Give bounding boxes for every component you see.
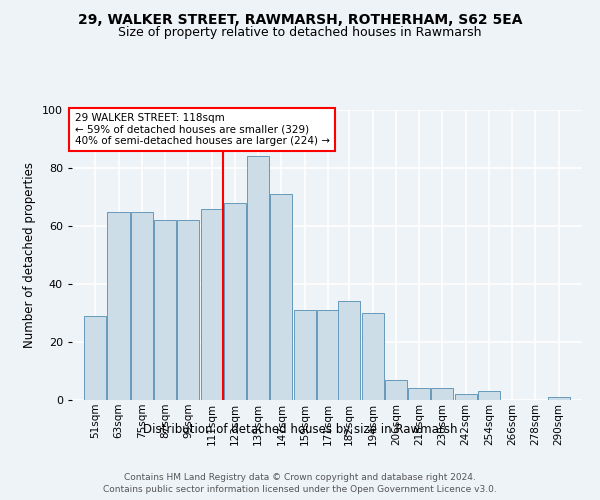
Text: 29 WALKER STREET: 118sqm
← 59% of detached houses are smaller (329)
40% of semi-: 29 WALKER STREET: 118sqm ← 59% of detach… (74, 113, 329, 146)
Bar (154, 220, 176, 400)
Bar (271, 194, 292, 400)
Bar (177, 220, 199, 400)
Bar (408, 388, 430, 400)
Bar (338, 302, 361, 400)
Bar (247, 156, 269, 400)
Bar (548, 397, 570, 400)
Text: Size of property relative to detached houses in Rawmarsh: Size of property relative to detached ho… (118, 26, 482, 39)
Bar (107, 212, 130, 400)
Bar (293, 310, 316, 400)
Bar (385, 380, 407, 400)
Text: Distribution of detached houses by size in Rawmarsh: Distribution of detached houses by size … (143, 422, 457, 436)
Bar (362, 313, 383, 400)
Bar (431, 388, 454, 400)
Bar (224, 203, 246, 400)
Bar (478, 392, 500, 400)
Bar (317, 310, 339, 400)
Bar (131, 212, 153, 400)
Bar (84, 316, 106, 400)
Y-axis label: Number of detached properties: Number of detached properties (23, 162, 37, 348)
Bar (455, 394, 477, 400)
Bar (200, 208, 223, 400)
Text: 29, WALKER STREET, RAWMARSH, ROTHERHAM, S62 5EA: 29, WALKER STREET, RAWMARSH, ROTHERHAM, … (78, 12, 522, 26)
Text: Contains HM Land Registry data © Crown copyright and database right 2024.
Contai: Contains HM Land Registry data © Crown c… (103, 472, 497, 494)
